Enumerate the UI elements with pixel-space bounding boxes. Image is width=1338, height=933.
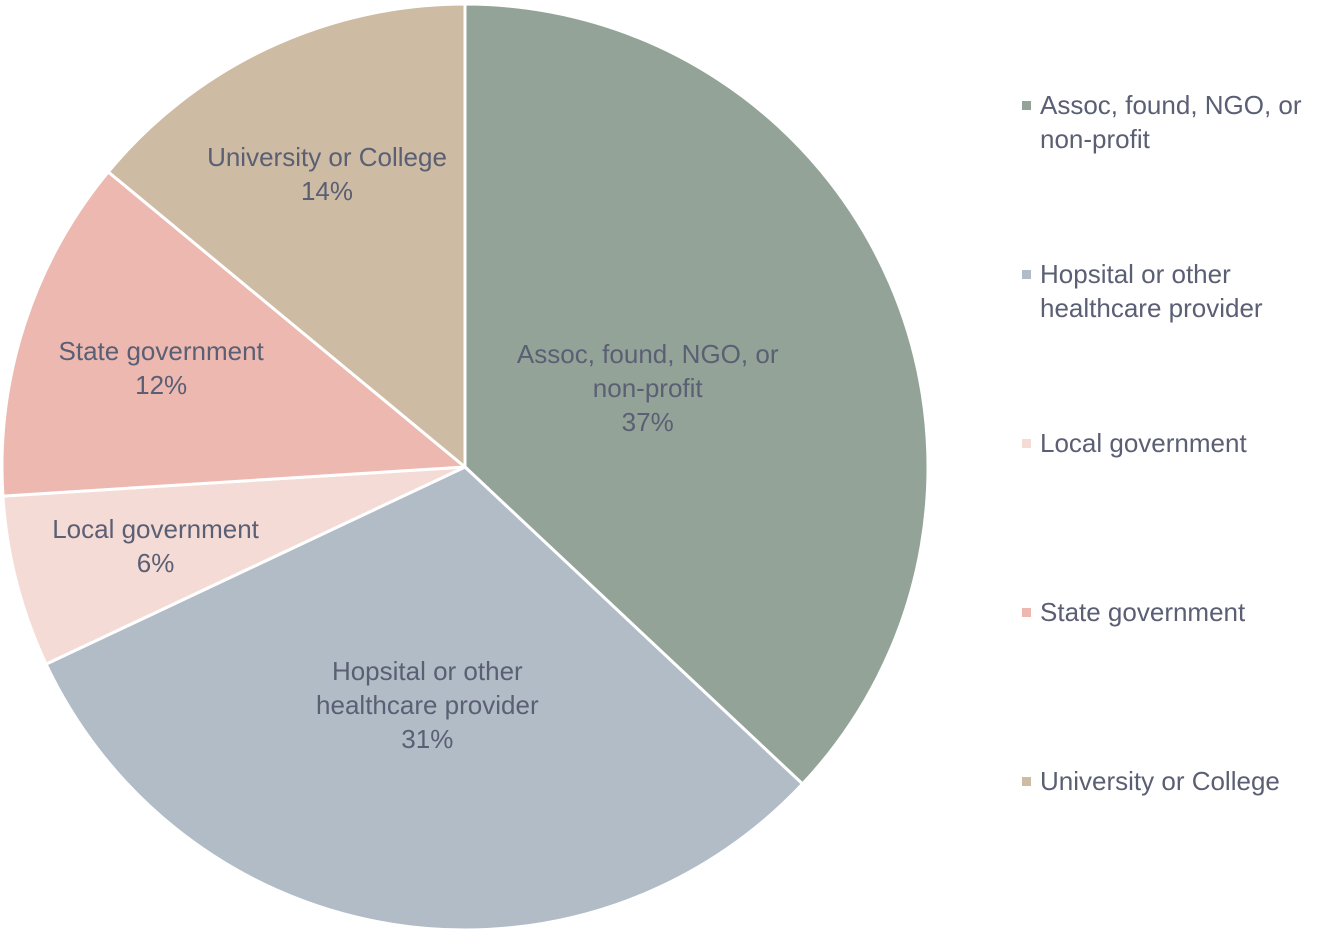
data-label-category: Hopsital or other healthcare provider [316,655,539,720]
legend-entry: Hopsital or other healthcare provider [1022,257,1338,325]
legend-swatch [1022,608,1031,617]
legend-entry: Assoc, found, NGO, or non-profit [1022,88,1338,156]
data-label-category: Local government [52,514,259,545]
legend-label: Local government [1040,428,1247,458]
legend-entry: University or College [1022,764,1338,798]
legend-swatch [1022,439,1031,448]
data-label-category: University or College [207,141,447,172]
pie-slice [106,2,467,471]
data-label: Local government 6% [11,512,301,580]
legend-swatch [1022,270,1031,279]
data-label: State government 12% [16,334,306,402]
pie-slice [1,465,466,667]
legend-label: Assoc, found, NGO, or non-profit [1040,90,1302,154]
data-label-value: 6% [136,548,175,579]
legend-label: State government [1040,597,1246,627]
legend-label: Hopsital or other healthcare provider [1040,259,1263,323]
data-label-value: 37% [621,406,674,437]
legend-entry: State government [1022,595,1338,629]
data-label-value: 14% [300,175,354,206]
pie-slice [463,2,930,787]
data-label-value: 31% [401,723,454,754]
data-label: Hopsital or other healthcare provider 31% [282,654,572,756]
data-label: Assoc, found, NGO, or non-profit 37% [503,337,793,439]
legend-swatch [1022,777,1031,786]
legend-swatch [1022,101,1031,110]
data-label-category: State government [58,336,264,367]
data-label-value: 12% [135,370,188,401]
legend-entry: Local government [1022,426,1338,460]
legend-label: University or College [1040,766,1280,796]
data-label-category: Assoc, found, NGO, or non-profit [516,338,779,403]
pie-slice [0,169,469,498]
pie-slice [44,465,805,932]
data-label: University or College 14% [182,140,472,208]
